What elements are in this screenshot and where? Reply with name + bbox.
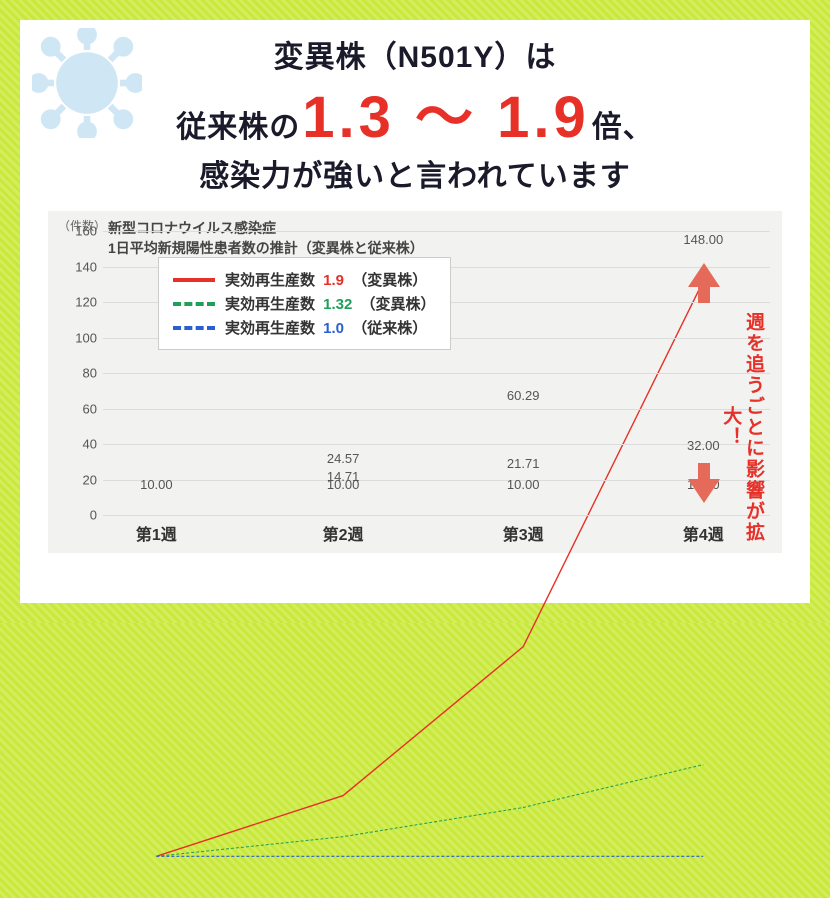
legend-item: 実効再生産数 1.32 （変異株）	[173, 293, 436, 314]
y-tick-label: 100	[59, 330, 97, 345]
point-label: 10.00	[327, 477, 360, 492]
series-variant-1.9	[156, 281, 703, 856]
point-label: 10.00	[140, 477, 173, 492]
y-tick-label: 120	[59, 295, 97, 310]
point-label: 60.29	[507, 388, 540, 403]
point-label: 21.71	[507, 456, 540, 471]
x-tick-label: 第2週	[323, 521, 364, 545]
gridline	[103, 515, 770, 516]
x-tick-label: 第4週	[683, 521, 724, 545]
virus-icon	[32, 28, 142, 138]
infographic-card: 変異株（N501Y）は 従来株の 1.3 〜 1.9 倍、 感染力が強いと言われ…	[20, 20, 810, 603]
headline: 変異株（N501Y）は 従来株の 1.3 〜 1.9 倍、 感染力が強いと言われ…	[48, 38, 782, 197]
y-tick-label: 140	[59, 259, 97, 274]
line-chart: （件数） 新型コロナウイルス感染症 1日平均新規陽性患者数の推計（変異株と従来株…	[48, 211, 782, 553]
series-variant-1.32	[156, 765, 703, 857]
gridline	[103, 480, 770, 481]
gridline	[103, 231, 770, 232]
legend-item: 実効再生産数 1.9 （変異株）	[173, 269, 436, 290]
gridline	[103, 373, 770, 374]
point-label: 148.00	[683, 232, 723, 247]
arrow-down-icon	[686, 463, 722, 503]
point-label: 10.00	[507, 477, 540, 492]
legend-item: 実効再生産数 1.0 （従来株）	[173, 317, 436, 338]
legend-line-icon	[173, 326, 215, 330]
x-tick-label: 第3週	[503, 521, 544, 545]
emphasis-multiplier: 1.3 〜 1.9	[302, 79, 590, 157]
legend-line-icon	[173, 278, 215, 282]
legend-line-icon	[173, 302, 215, 306]
annotation-text: 週を追うごとに影響が拡大！	[728, 301, 764, 553]
legend-label: 実効再生産数 1.0 （従来株）	[225, 317, 427, 338]
gridline	[103, 444, 770, 445]
y-tick-label: 20	[59, 472, 97, 487]
legend: 実効再生産数 1.9 （変異株） 実効再生産数 1.32 （変異株） 実効再生産数 …	[158, 257, 451, 350]
legend-label: 実効再生産数 1.32 （変異株）	[225, 293, 436, 314]
y-tick-label: 80	[59, 366, 97, 381]
legend-label: 実効再生産数 1.9 （変異株）	[225, 269, 427, 290]
x-tick-label: 第1週	[136, 521, 177, 545]
y-tick-label: 0	[59, 508, 97, 523]
point-label: 24.57	[327, 451, 360, 466]
headline-line3: 感染力が強いと言われています	[48, 157, 782, 198]
point-label: 32.00	[687, 438, 720, 453]
y-tick-label: 60	[59, 401, 97, 416]
y-tick-label: 40	[59, 437, 97, 452]
headline-line1: 変異株（N501Y）は	[48, 38, 782, 79]
arrow-up-icon	[686, 263, 722, 303]
y-tick-label: 160	[59, 224, 97, 239]
gridline	[103, 409, 770, 410]
headline-line2: 従来株の 1.3 〜 1.9 倍、	[48, 79, 782, 157]
